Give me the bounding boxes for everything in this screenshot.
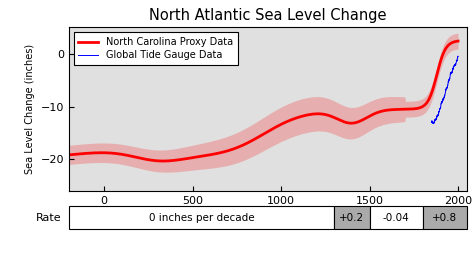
Global Tide Gauge Data <box>428 121 434 124</box>
Text: 0 inches per decade: 0 inches per decade <box>149 213 254 223</box>
Text: Rate: Rate <box>36 213 62 223</box>
Title: North Atlantic Sea Level Change: North Atlantic Sea Level Change <box>149 8 387 23</box>
North Carolina Proxy Data <box>314 112 320 115</box>
Bar <box>334 206 370 229</box>
Bar <box>423 206 467 229</box>
North Carolina Proxy Data <box>455 39 461 43</box>
Global Tide Gauge Data <box>447 78 452 81</box>
North Carolina Proxy Data <box>160 159 166 163</box>
Global Tide Gauge Data <box>441 97 447 101</box>
Text: -0.04: -0.04 <box>383 213 410 223</box>
North Carolina Proxy Data <box>292 117 298 120</box>
North Carolina Proxy Data <box>90 151 95 155</box>
Global Tide Gauge Data <box>431 122 437 125</box>
North Carolina Proxy Data <box>66 153 72 156</box>
North Carolina Proxy Data <box>401 108 407 111</box>
Line: North Carolina Proxy Data: North Carolina Proxy Data <box>69 41 458 161</box>
Global Tide Gauge Data <box>455 55 461 58</box>
Bar <box>370 206 423 229</box>
North Carolina Proxy Data <box>303 114 309 117</box>
Global Tide Gauge Data <box>433 117 439 120</box>
Global Tide Gauge Data <box>436 113 441 116</box>
Y-axis label: Sea Level Change (inches): Sea Level Change (inches) <box>25 44 35 174</box>
Global Tide Gauge Data <box>444 85 450 89</box>
Text: +0.2: +0.2 <box>339 213 365 223</box>
Line: Global Tide Gauge Data: Global Tide Gauge Data <box>431 56 458 123</box>
Bar <box>69 206 334 229</box>
X-axis label: Year: Year <box>255 212 281 224</box>
Legend: North Carolina Proxy Data, Global Tide Gauge Data: North Carolina Proxy Data, Global Tide G… <box>73 32 237 65</box>
Global Tide Gauge Data <box>449 71 455 74</box>
Text: +0.8: +0.8 <box>432 213 457 223</box>
North Carolina Proxy Data <box>362 117 367 121</box>
